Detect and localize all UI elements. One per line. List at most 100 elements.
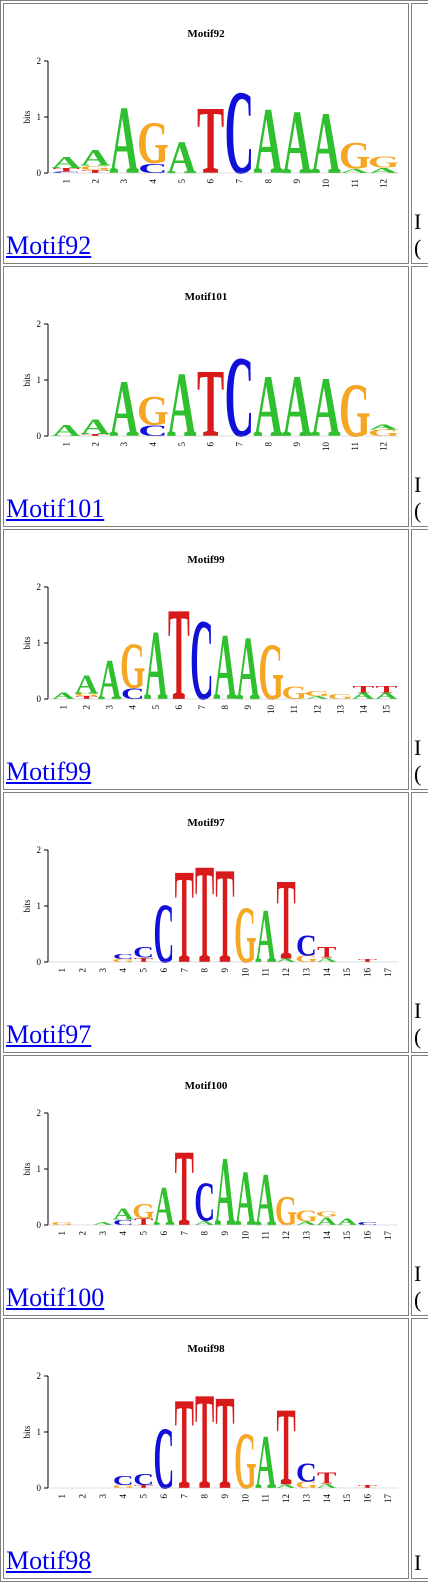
y-axis-label: bits <box>22 1425 32 1439</box>
x-tick-label: 7 <box>179 968 189 973</box>
y-axis-label: bits <box>22 636 32 650</box>
motif-row: Motif97 2 1 0 bits 1 2 3 G C 4 T C 5 C 6 T 7 T 8 T 9 G 10 A 11 A T 1… <box>3 792 428 1053</box>
motif-link[interactable]: Motif98 <box>6 1546 92 1575</box>
x-tick-label: 2 <box>78 1494 88 1499</box>
logo-letter-t: T <box>276 1385 295 1510</box>
x-tick-label: 4 <box>118 1231 128 1236</box>
logo-letter-t: T <box>276 856 295 985</box>
x-tick-label: 2 <box>90 442 100 447</box>
logo-letter-t: T <box>215 839 234 993</box>
x-tick-label: 12 <box>281 1231 291 1240</box>
logo-letter-a: A <box>276 1484 297 1489</box>
x-tick-label: 6 <box>206 179 216 184</box>
logo-letter-a: A <box>255 1419 276 1505</box>
x-tick-label: 12 <box>281 1494 291 1503</box>
logo-letter-g: G <box>51 1222 73 1226</box>
x-tick-label: 1 <box>61 179 71 184</box>
logo-letter-a: A <box>340 168 369 175</box>
x-tick-label: 8 <box>200 1494 210 1499</box>
logo-letter-a: A <box>337 1217 359 1227</box>
logo-letter-g: G <box>112 1485 134 1489</box>
sequence-logo: Motif99 2 1 0 bits A 1 T G A 2 A 3 C G 4 A 5 T 6 C 7 A 8 A 9 G 10 G 1… <box>6 549 406 749</box>
x-tick-label: 5 <box>139 1231 149 1236</box>
motif-logo-cell: Motif99 2 1 0 bits A 1 T G A 2 A 3 C G 4 A 5 T 6 C 7 A 8 A 9 G 10 G 1… <box>3 529 409 790</box>
logo-letter-t: T <box>358 959 378 963</box>
x-tick-label: 1 <box>59 705 69 710</box>
logo-letter-a: A <box>305 696 329 700</box>
logo-letter-c: C <box>225 67 254 200</box>
logo-letter-t: T <box>175 842 194 993</box>
x-tick-label: 2 <box>78 1231 88 1236</box>
x-tick-label: 4 <box>118 968 128 973</box>
x-tick-label: 11 <box>261 968 271 977</box>
x-tick-label: 9 <box>220 1231 230 1236</box>
motif-logo-cell: Motif100 2 1 0 bits G 1 2 A 3 C A 4 T G 5 A 6 T 7 A C 8 A 9 A 10 A 1… <box>3 1055 409 1316</box>
sequence-logo: Motif101 2 1 0 bits A 1 T A 2 A 3 C G 4 A 5 T 6 C 7 A 8 A 9 A 10 G 1… <box>6 286 406 486</box>
x-tick-label: 11 <box>289 705 299 714</box>
logo-letter-t: T <box>376 685 398 695</box>
x-tick-label: 17 <box>383 1494 393 1504</box>
logo-letter-g: G <box>339 368 371 453</box>
logo-letter-a: A <box>296 1221 317 1226</box>
x-tick-label: 15 <box>381 705 391 715</box>
logo-letter-g: G <box>295 954 318 964</box>
logo-letter-a: A <box>352 691 376 701</box>
logo-title: Motif98 <box>187 1343 225 1355</box>
logo-letter-c: C <box>296 1458 317 1488</box>
y-tick-label: 2 <box>37 1371 42 1381</box>
logo-letter-t: T <box>168 581 190 729</box>
y-axis-label: bits <box>22 373 32 387</box>
x-tick-label: 7 <box>179 1231 189 1236</box>
motif-link[interactable]: Motif99 <box>6 757 92 786</box>
x-tick-label: 9 <box>243 705 253 710</box>
x-tick-label: 3 <box>119 442 129 447</box>
motif-link[interactable]: Motif100 <box>6 1283 105 1312</box>
motif-info-text: I ( <box>414 998 422 1049</box>
x-tick-label: 14 <box>358 705 368 715</box>
x-tick-label: 4 <box>128 705 138 710</box>
motif-link[interactable]: Motif97 <box>6 1020 92 1049</box>
logo-letter-t: T <box>175 1128 194 1250</box>
motif-info-cell: I ( <box>411 3 428 264</box>
x-tick-label: 11 <box>261 1231 271 1240</box>
logo-letter-g: G <box>275 1187 297 1234</box>
motif-info-text: I ( <box>414 472 422 523</box>
logo-letter-t: T <box>195 836 214 994</box>
x-tick-label: 12 <box>379 179 389 188</box>
x-tick-label: 13 <box>301 1494 311 1504</box>
logo-letter-a: A <box>276 958 297 963</box>
x-tick-label: 6 <box>159 1494 169 1499</box>
logo-letter-a: A <box>113 1205 134 1224</box>
logo-letter-t: T <box>53 167 80 172</box>
y-tick-label: 1 <box>37 1164 42 1174</box>
x-tick-label: 10 <box>266 705 276 715</box>
logo-letter-a: A <box>369 166 400 174</box>
logo-letter-c: C <box>138 422 167 440</box>
x-tick-label: 7 <box>197 705 207 710</box>
logo-letter-c: C <box>194 1170 215 1233</box>
logo-letter-a: A <box>316 1482 337 1489</box>
motif-link[interactable]: Motif92 <box>6 231 92 260</box>
x-tick-label: 15 <box>342 1494 352 1504</box>
x-tick-label: 1 <box>57 968 67 973</box>
logo-letter-g: G <box>234 1416 256 1507</box>
y-tick-label: 1 <box>37 638 42 648</box>
motif-row: Motif92 2 1 0 bits C T A 1 T G A 2 A 3 C G 4 A 5 T 6 C 7 A 8 A 9 A 10… <box>3 3 428 264</box>
x-tick-label: 10 <box>240 968 250 978</box>
motif-logo-cell: Motif92 2 1 0 bits C T A 1 T G A 2 A 3 C G 4 A 5 T 6 C 7 A 8 A 9 A 10… <box>3 3 409 264</box>
logo-letter-g: G <box>295 1480 318 1490</box>
x-tick-label: 9 <box>220 1494 230 1499</box>
x-tick-label: 7 <box>234 442 244 447</box>
x-tick-label: 9 <box>220 968 230 973</box>
x-tick-label: 1 <box>57 1231 67 1236</box>
motif-link[interactable]: Motif101 <box>6 494 105 523</box>
logo-letter-c: C <box>225 332 255 461</box>
x-tick-label: 3 <box>98 1231 108 1236</box>
motif-info-cell: I ( <box>411 792 428 1053</box>
